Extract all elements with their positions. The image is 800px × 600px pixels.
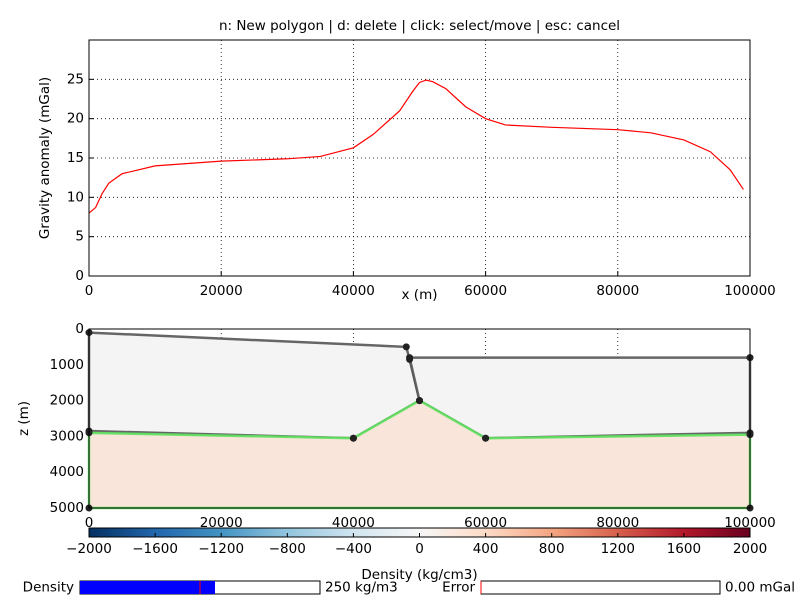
- slider-label: Density: [23, 580, 74, 596]
- x-tick-label: 40000: [332, 515, 375, 531]
- y-tick-label: 5000: [50, 500, 84, 516]
- axes-frame: [88, 39, 751, 277]
- x-tick-label: 60000: [464, 283, 507, 299]
- colorbar-tick-label: −2000: [66, 541, 112, 557]
- x-tick-label: 0: [85, 515, 94, 531]
- x-tick-label: 100000: [724, 283, 776, 299]
- y-tick-label: 10: [67, 189, 84, 205]
- y-axis-label: Gravity anomaly (mGal): [37, 77, 53, 239]
- colorbar-tick-label: 0: [415, 541, 424, 557]
- y-tick-label: 20: [67, 111, 84, 127]
- slider-value: 250 kg/m3: [325, 580, 398, 596]
- colorbar-tick-label: 800: [539, 541, 565, 557]
- x-tick-label: 20000: [200, 515, 243, 531]
- colorbar-tick-label: 2000: [733, 541, 767, 557]
- colorbar-tick-label: −800: [269, 541, 306, 557]
- x-tick-label: 20000: [200, 283, 243, 299]
- y-tick-label: 15: [67, 150, 84, 166]
- y-tick-label: 3000: [50, 428, 84, 444]
- x-tick-label: 80000: [596, 515, 639, 531]
- colorbar-label: Density (kg/cm3): [361, 567, 477, 583]
- axes-frame: [88, 328, 751, 509]
- slider-label: Error: [442, 580, 475, 596]
- y-tick-label: 2000: [50, 393, 84, 409]
- polygon-vertex[interactable]: [402, 343, 410, 351]
- polygon-vertex[interactable]: [416, 397, 423, 405]
- polygon-vertex[interactable]: [482, 434, 490, 442]
- colorbar-tick-label: −1200: [198, 541, 244, 557]
- colorbar-tick-label: 400: [473, 541, 499, 557]
- model-polygon[interactable]: [87, 331, 421, 440]
- x-tick-label: 0: [85, 283, 94, 299]
- slider-value: 0.00 mGal: [725, 580, 795, 596]
- colorbar-tick-label: −400: [335, 541, 372, 557]
- x-axis-label: x (m): [402, 287, 438, 303]
- gravity-curve: [88, 79, 744, 214]
- x-tick-label: 80000: [596, 283, 639, 299]
- y-tick-label: 0: [75, 268, 84, 284]
- y-tick-label: 0: [75, 321, 84, 337]
- slider-fill[interactable]: [80, 581, 215, 594]
- plot-title: n: New polygon | d: delete | click: sele…: [219, 18, 620, 34]
- y-tick-label: 4000: [50, 464, 84, 480]
- y-axis-label: z (m): [16, 401, 32, 436]
- x-tick-label: 60000: [464, 515, 507, 531]
- y-tick-label: 25: [67, 71, 84, 87]
- slider-track[interactable]: [480, 580, 721, 595]
- y-tick-label: 5: [75, 229, 84, 245]
- x-tick-label: 40000: [332, 283, 375, 299]
- colorbar-tick-label: −1600: [132, 541, 178, 557]
- colorbar-tick-label: 1600: [667, 541, 701, 557]
- polygon-vertex[interactable]: [349, 434, 357, 442]
- y-tick-label: 1000: [50, 357, 84, 373]
- x-tick-label: 100000: [724, 515, 776, 531]
- colorbar-tick-label: 1200: [601, 541, 635, 557]
- polygon-vertex[interactable]: [406, 354, 414, 362]
